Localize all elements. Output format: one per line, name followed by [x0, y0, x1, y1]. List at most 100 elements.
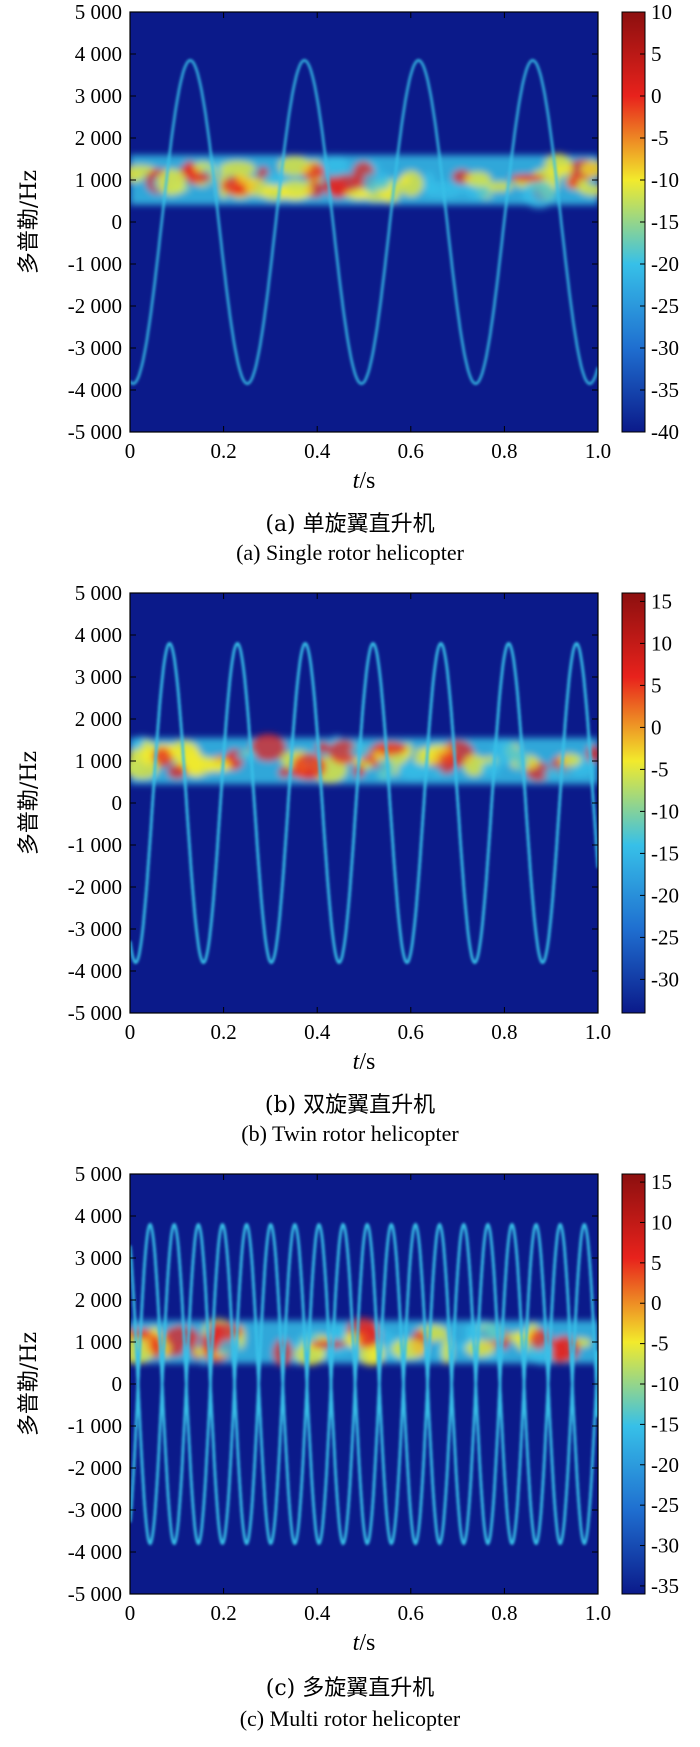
y-tick-label: -1 000 — [68, 833, 122, 857]
rotor-traces — [130, 641, 598, 965]
y-tick-label: 2 000 — [75, 707, 122, 731]
colorbar-tick-label: -25 — [651, 294, 679, 318]
x-axis-variable: t — [353, 468, 361, 494]
colorbar-tick-label: -10 — [651, 799, 679, 823]
x-axis-variable: t — [353, 1630, 361, 1656]
x-tick-label: 0.6 — [398, 439, 424, 463]
colorbar-tick-label: -30 — [651, 967, 679, 991]
y-tick-label: 0 — [112, 1372, 123, 1396]
y-tick-label: 3 000 — [75, 665, 122, 689]
y-tick-label: 4 000 — [75, 623, 122, 647]
y-axis-label: 多普勒/Hz — [17, 1332, 42, 1436]
spectrogram-panel-b: 5 000 4 000 3 000 2 000 1 000 0 -1 000 -2 000 -3… — [0, 581, 700, 1158]
colorbar-tick-label: -20 — [651, 1453, 679, 1477]
colorbar-tick-label: 5 — [651, 42, 662, 66]
y-tick-label: 5 000 — [75, 1162, 122, 1186]
x-tick-label: 0 — [125, 1601, 136, 1625]
plot-background — [130, 12, 598, 432]
y-tick-label: 3 000 — [75, 84, 122, 108]
colorbar-tick-label: -35 — [651, 1574, 679, 1598]
rotor-blade-trace-1 — [130, 58, 598, 386]
x-axis-unit: /s — [359, 1630, 375, 1656]
x-tick-label: 0.4 — [304, 439, 331, 463]
colorbar-tick-label: 15 — [651, 589, 672, 613]
y-tick-label: 1 000 — [75, 168, 122, 192]
rotor-blade-trace-4 — [130, 1222, 598, 1546]
y-axis-label: 多普勒/Hz — [17, 170, 42, 274]
spectrogram-chart-a: 5 000 4 000 3 000 2 000 1 000 0 -1 000 -2 000 -3… — [17, 0, 679, 494]
y-tick-label: -2 000 — [68, 875, 122, 899]
y-tick-label: 1 000 — [75, 749, 122, 773]
y-tick-label: 4 000 — [75, 1204, 122, 1228]
y-tick-label: -3 000 — [68, 336, 122, 360]
y-tick-label: 3 000 — [75, 1246, 122, 1270]
body-echo-band — [130, 733, 598, 785]
x-tick-label: 1.0 — [585, 439, 611, 463]
spectrogram-panel-a: 5 000 4 000 3 000 2 000 1 000 0 -1 000 -2 000 -3… — [0, 0, 700, 577]
x-axis-label: t/s — [353, 1630, 376, 1656]
colorbar — [621, 592, 646, 1014]
y-tick-label: -2 000 — [68, 1456, 122, 1480]
colorbar-tick-label: -10 — [651, 1372, 679, 1396]
x-tick-label: 0.6 — [398, 1601, 424, 1625]
rotor-blade-trace-3 — [130, 1222, 598, 1546]
spectrogram-panel-c: 5 000 4 000 3 000 2 000 1 000 0 -1 000 -2 000 -3… — [0, 1162, 700, 1747]
y-tick-label: -4 000 — [68, 1540, 122, 1564]
y-tick-label: -5 000 — [68, 1001, 122, 1025]
colorbar-tick-label: -25 — [651, 925, 679, 949]
colorbar-tick-label: -5 — [651, 757, 669, 781]
x-tick-label: 1.0 — [585, 1020, 611, 1044]
colorbar-tick-label: 0 — [651, 84, 662, 108]
x-tick-label: 0.8 — [491, 1601, 517, 1625]
spectrogram-chart-b: 5 000 4 000 3 000 2 000 1 000 0 -1 000 -2 000 -3… — [17, 581, 679, 1075]
caption-en-c: (c) Multi rotor helicopter — [239, 1706, 461, 1731]
x-tick-label: 0.2 — [210, 439, 236, 463]
x-tick-label: 0.4 — [304, 1020, 331, 1044]
colorbar-tick-label: -5 — [651, 1332, 669, 1356]
caption-cn-a: (a) 单旋翼直升机 — [265, 512, 435, 537]
y-axis-label: 多普勒/Hz — [17, 751, 42, 855]
y-tick-label: -1 000 — [68, 252, 122, 276]
x-axis-unit: /s — [359, 1049, 375, 1075]
y-tick-label: 2 000 — [75, 1288, 122, 1312]
y-tick-label: -2 000 — [68, 294, 122, 318]
spectrogram-chart-c: 5 000 4 000 3 000 2 000 1 000 0 -1 000 -2 000 -3… — [17, 1162, 679, 1656]
colorbar-tick-label: 5 — [651, 673, 662, 697]
y-tick-label: -1 000 — [68, 1414, 122, 1438]
colorbar-tick-label: -20 — [651, 883, 679, 907]
x-axis-label: t/s — [353, 1049, 376, 1075]
caption-cn-c: (c) 多旋翼直升机 — [265, 1676, 435, 1701]
colorbar-tick-label: -20 — [651, 252, 679, 276]
colorbar-tick-label: -30 — [651, 336, 679, 360]
x-tick-label: 0.8 — [491, 1020, 517, 1044]
colorbar-tick-label: 0 — [651, 1291, 662, 1315]
body-echo-band — [130, 153, 598, 209]
caption-en-b: (b) Twin rotor helicopter — [241, 1121, 459, 1146]
y-tick-label: -5 000 — [68, 1582, 122, 1606]
colorbar-tick-label: -15 — [651, 210, 679, 234]
y-tick-label: 1 000 — [75, 1330, 122, 1354]
y-tick-label: -3 000 — [68, 917, 122, 941]
colorbar-tick-label: -40 — [651, 420, 679, 444]
x-tick-label: 0.2 — [210, 1020, 236, 1044]
colorbar-tick-label: -35 — [651, 378, 679, 402]
colorbar-tick-label: -15 — [651, 1412, 679, 1436]
y-tick-label: 2 000 — [75, 126, 122, 150]
y-tick-label: 0 — [112, 210, 123, 234]
caption-cn-b: (b) 双旋翼直升机 — [264, 1093, 436, 1118]
x-tick-label: 1.0 — [585, 1601, 611, 1625]
colorbar-tick-label: -15 — [651, 841, 679, 865]
rotor-traces — [130, 1222, 598, 1546]
colorbar-tick-label: 10 — [651, 1210, 672, 1234]
y-tick-label: -4 000 — [68, 959, 122, 983]
y-tick-label: 0 — [112, 791, 123, 815]
x-tick-label: 0.2 — [210, 1601, 236, 1625]
x-axis-label: t/s — [353, 468, 376, 494]
x-axis-variable: t — [353, 1049, 361, 1075]
colorbar-tick-label: 0 — [651, 715, 662, 739]
colorbar-tick-label: 10 — [651, 0, 672, 24]
y-tick-label: 4 000 — [75, 42, 122, 66]
colorbar-tick-label: 15 — [651, 1170, 672, 1194]
colorbar-tick-label: 10 — [651, 631, 672, 655]
y-tick-label: -5 000 — [68, 420, 122, 444]
